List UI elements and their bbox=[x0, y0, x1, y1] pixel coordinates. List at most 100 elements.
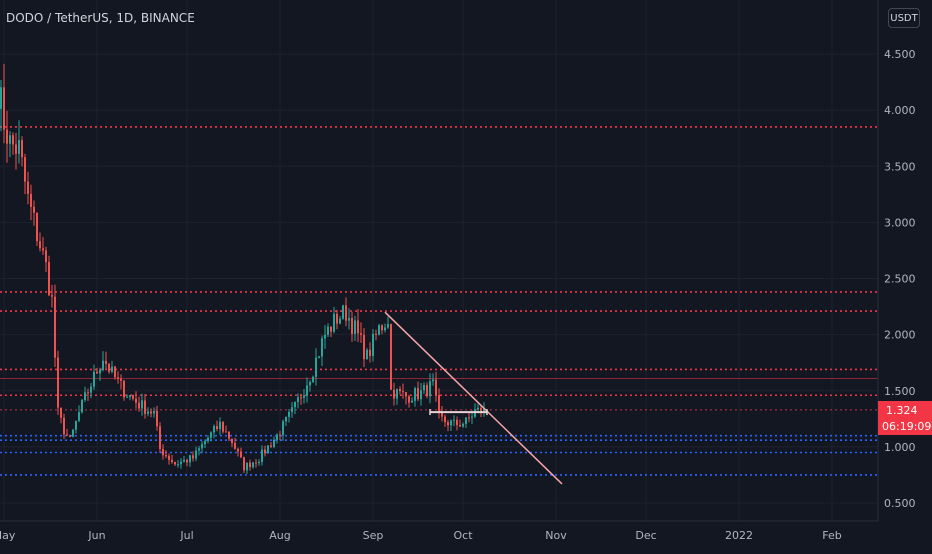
candle-body bbox=[129, 395, 131, 397]
candle-body bbox=[204, 441, 206, 445]
candle-body bbox=[246, 462, 248, 471]
candle-body bbox=[324, 334, 326, 339]
candle-body bbox=[402, 391, 404, 393]
time-tick-label: May bbox=[0, 529, 16, 542]
candle-body bbox=[276, 434, 278, 440]
candle-body bbox=[408, 396, 410, 403]
candle-body bbox=[384, 327, 386, 331]
candle-body bbox=[99, 369, 101, 374]
trend-line[interactable] bbox=[384, 311, 563, 485]
candle-body bbox=[465, 417, 467, 424]
candle-body bbox=[210, 432, 212, 438]
candle-body bbox=[282, 421, 284, 436]
candle-body bbox=[27, 181, 29, 194]
candle-body bbox=[66, 434, 68, 436]
candle-body bbox=[156, 411, 158, 427]
candle-body bbox=[198, 448, 200, 451]
candle-body bbox=[354, 320, 356, 334]
currency-scale-button[interactable]: USDT bbox=[888, 8, 920, 28]
candle-body bbox=[423, 385, 425, 391]
candle-body bbox=[111, 366, 113, 372]
candle-body bbox=[108, 363, 110, 372]
candle-body bbox=[339, 318, 341, 324]
candle-body bbox=[45, 250, 47, 263]
candle-body bbox=[162, 448, 164, 456]
candle-body bbox=[468, 417, 470, 419]
time-axis: May Jun Jul Aug Sep Oct Nov Dec 2022 Feb bbox=[0, 520, 878, 542]
candle-body bbox=[12, 135, 14, 145]
candle-body bbox=[366, 349, 368, 360]
time-tick-label: Dec bbox=[635, 529, 656, 542]
drawings-layer bbox=[384, 311, 563, 485]
candle-body bbox=[228, 431, 230, 439]
candle-body bbox=[258, 461, 260, 463]
candle-body bbox=[174, 461, 176, 465]
candle-body bbox=[81, 400, 83, 413]
candle-body bbox=[168, 455, 170, 460]
candle-body bbox=[330, 326, 332, 332]
candle-body bbox=[60, 407, 62, 418]
candle-body bbox=[186, 459, 188, 463]
candle-body bbox=[24, 157, 26, 182]
candle-body bbox=[435, 379, 437, 396]
candle-body bbox=[321, 338, 323, 357]
price-tick-label: 2.000 bbox=[884, 329, 916, 342]
candle-body bbox=[141, 400, 143, 409]
candle-body bbox=[381, 325, 383, 331]
candle-body bbox=[306, 385, 308, 396]
candle-body bbox=[483, 407, 485, 414]
candle-body bbox=[33, 206, 35, 213]
candle-body bbox=[9, 135, 11, 144]
candle-body bbox=[36, 212, 38, 242]
candle-body bbox=[267, 445, 269, 454]
time-tick-label: Nov bbox=[545, 529, 567, 542]
candle-body bbox=[165, 455, 167, 457]
candle-body bbox=[54, 296, 56, 358]
candle-body bbox=[117, 377, 119, 379]
candle-body bbox=[480, 407, 482, 414]
candle-body bbox=[312, 376, 314, 382]
candle-body bbox=[441, 413, 443, 417]
candle-body bbox=[189, 455, 191, 463]
candle-body bbox=[294, 402, 296, 408]
candle-body bbox=[255, 462, 257, 464]
candle-body bbox=[351, 318, 353, 334]
candle-body bbox=[390, 324, 392, 390]
candle-body bbox=[459, 425, 461, 427]
candle-body bbox=[411, 400, 413, 403]
price-tick-label: 3.000 bbox=[884, 216, 916, 229]
candle-body bbox=[144, 400, 146, 414]
candle-body bbox=[432, 379, 434, 382]
candle-body bbox=[327, 326, 329, 335]
candle-body bbox=[69, 435, 71, 437]
candle-body bbox=[114, 366, 116, 378]
candle-body bbox=[237, 448, 239, 452]
candle-body bbox=[18, 140, 20, 154]
candle-body bbox=[93, 371, 95, 387]
candle-body bbox=[120, 378, 122, 381]
candle-body bbox=[207, 437, 209, 442]
candle-body bbox=[414, 388, 416, 401]
candle-body bbox=[447, 422, 449, 426]
price-tick-label: 0.500 bbox=[884, 497, 916, 510]
candle-body bbox=[87, 392, 89, 394]
candle-body bbox=[171, 459, 173, 462]
candle-body bbox=[219, 421, 221, 430]
candle-body bbox=[243, 457, 245, 471]
candle-body bbox=[456, 419, 458, 426]
time-tick-label: Jul bbox=[179, 529, 193, 542]
candle-body bbox=[357, 320, 359, 334]
candle-body bbox=[279, 434, 281, 436]
candle-body bbox=[285, 416, 287, 422]
candle-body bbox=[126, 396, 128, 398]
candle-body bbox=[429, 381, 431, 397]
time-tick-label: Sep bbox=[363, 529, 384, 542]
last-price-value: 1.324 bbox=[886, 404, 918, 417]
bar-countdown: 06:19:09 bbox=[882, 420, 932, 433]
candle-body bbox=[393, 389, 395, 399]
candle-body bbox=[426, 385, 428, 397]
candle-body bbox=[264, 449, 266, 454]
candle-body bbox=[360, 333, 362, 335]
